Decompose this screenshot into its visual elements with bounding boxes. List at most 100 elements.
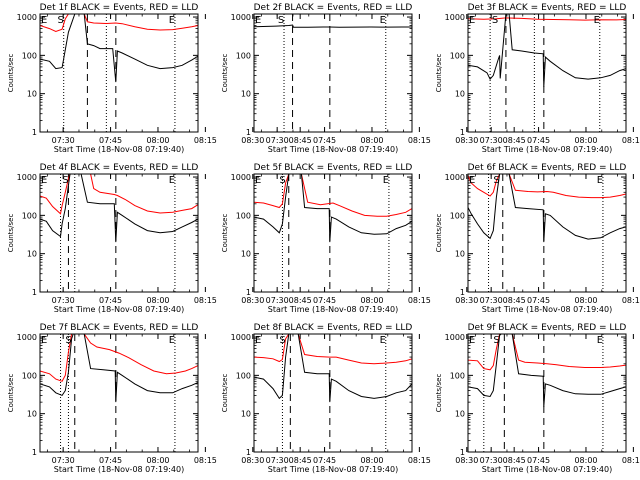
x-axis-label: Start Time (18-Nov-08 07:19:40): [54, 305, 184, 314]
marker-s: S: [493, 335, 499, 346]
plot-frame: [39, 13, 199, 133]
x-tick-label: 07:45: [313, 456, 336, 465]
x-tick-label: 08:15: [408, 296, 431, 305]
x-tick-label: 08:30: [455, 456, 478, 465]
y-tick-label: 1000: [445, 333, 465, 342]
marker-s: S: [279, 335, 285, 346]
y-tick-label: 10: [455, 90, 465, 99]
plot-frame: [39, 173, 199, 293]
x-tick-label: 07:30: [480, 456, 503, 465]
lld-series-line: [40, 174, 198, 215]
marker-e: E: [380, 15, 386, 26]
det-plot-7: Det 7f BLACK = Events, RED = LLD Counts/s…: [7, 323, 312, 474]
y-tick-label: 10: [27, 410, 37, 419]
x-axis-label: Start Time (18-Nov-08 07:19:40): [482, 145, 612, 154]
plot-frame: [467, 173, 627, 293]
marker-e-left: E: [41, 335, 47, 346]
marker-e-left: E: [255, 15, 261, 26]
plot-title: Det 3f BLACK = Events, RED = LLD: [468, 3, 627, 13]
events-series-line: [468, 14, 626, 87]
plot-frame: [253, 173, 413, 293]
x-tick-label: 08:00: [360, 296, 383, 305]
marker-s: S: [65, 335, 71, 346]
marker-e-left: E: [255, 175, 261, 186]
plot-frame: [39, 333, 199, 453]
x-tick-label: 08:30: [241, 136, 264, 145]
x-tick-label: 08:15: [408, 456, 431, 465]
y-axis-label: Counts/sec: [221, 214, 229, 253]
det-plot-2: Det 2f BLACK = Events, RED = LLD Counts/s…: [221, 3, 526, 154]
x-axis-label: Start Time (18-Nov-08 07:19:40): [268, 305, 398, 314]
y-tick-label: 1: [246, 448, 251, 457]
events-series-line: [254, 174, 412, 243]
x-tick-label: 07:45: [99, 136, 122, 145]
y-tick-label: 100: [236, 51, 251, 60]
y-tick-label: 100: [450, 371, 465, 380]
marker-s: S: [62, 175, 68, 186]
y-tick-label: 10: [27, 250, 37, 259]
marker-e: E: [169, 335, 175, 346]
x-tick-label: 08:00: [574, 456, 597, 465]
marker-s: S: [492, 15, 498, 26]
y-tick-label: 1: [32, 448, 37, 457]
x-tick-label: 07:45: [527, 296, 550, 305]
y-tick-label: 10: [455, 250, 465, 259]
y-tick-label: 1: [32, 128, 37, 137]
y-tick-label: 10: [455, 410, 465, 419]
x-tick-label: 07:45: [313, 136, 336, 145]
y-tick-label: 1: [460, 448, 465, 457]
x-tick-label: 07:30: [52, 456, 75, 465]
marker-e: E: [169, 15, 175, 26]
x-axis-label: Start Time (18-Nov-08 07:19:40): [482, 465, 612, 474]
x-tick-label: 08:45: [503, 456, 526, 465]
x-tick-label: 08:15: [194, 296, 217, 305]
x-tick-label: 07:30: [266, 456, 289, 465]
marker-e: E: [597, 175, 603, 186]
x-tick-label: 07:30: [266, 296, 289, 305]
x-axis-label: Start Time (18-Nov-08 07:19:40): [54, 465, 184, 474]
y-tick-label: 1000: [445, 13, 465, 22]
x-tick-label: 07:30: [480, 296, 503, 305]
events-series-line: [468, 174, 626, 243]
plot-frame: [253, 13, 413, 133]
x-tick-label: 08:15: [622, 136, 640, 145]
lld-series-line: [40, 334, 198, 382]
x-tick-label: 08:30: [241, 296, 264, 305]
x-tick-label: 08:15: [194, 456, 217, 465]
plot-frame: [253, 333, 413, 453]
y-tick-label: 1: [460, 288, 465, 297]
y-tick-label: 100: [22, 51, 37, 60]
marker-e-left: E: [469, 15, 475, 26]
y-axis-label: Counts/sec: [435, 214, 443, 253]
plot-title: Det 9f BLACK = Events, RED = LLD: [468, 323, 627, 333]
y-tick-label: 100: [450, 211, 465, 220]
x-tick-label: 08:15: [194, 136, 217, 145]
plot-title: Det 5f BLACK = Events, RED = LLD: [254, 163, 413, 173]
plot-frame: [467, 13, 627, 133]
lld-series-line: [468, 334, 626, 371]
y-tick-label: 10: [27, 90, 37, 99]
det-plot-9: Det 9f BLACK = Events, RED = LLD Counts/s…: [435, 323, 640, 474]
events-series-line: [468, 334, 626, 407]
x-tick-label: 08:30: [241, 456, 264, 465]
x-tick-label: 07:45: [527, 456, 550, 465]
y-tick-label: 1000: [231, 173, 251, 182]
plot-title: Det 7f BLACK = Events, RED = LLD: [40, 323, 199, 333]
y-axis-label: Counts/sec: [7, 374, 15, 413]
events-series-line: [254, 24, 412, 28]
marker-e: E: [380, 335, 386, 346]
marker-e: E: [597, 335, 603, 346]
x-tick-label: 08:00: [146, 296, 169, 305]
y-tick-label: 1: [460, 128, 465, 137]
x-tick-label: 07:45: [99, 296, 122, 305]
x-tick-label: 08:00: [146, 456, 169, 465]
y-tick-label: 10: [241, 410, 251, 419]
events-series-line: [40, 14, 198, 83]
y-tick-label: 1000: [17, 13, 37, 22]
x-tick-label: 08:45: [289, 136, 312, 145]
x-tick-label: 07:45: [99, 456, 122, 465]
y-axis-label: Counts/sec: [435, 374, 443, 413]
events-series-line: [254, 334, 412, 403]
x-tick-label: 08:15: [408, 136, 431, 145]
